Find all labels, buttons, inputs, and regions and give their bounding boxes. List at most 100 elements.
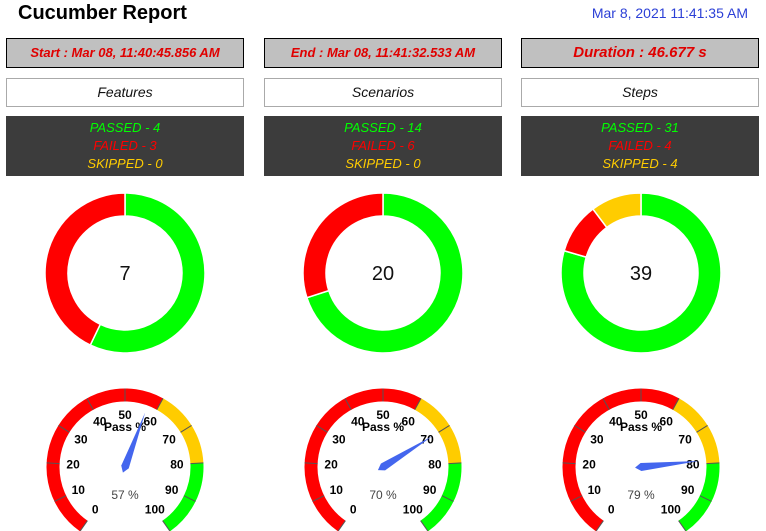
gauge-tick-label: 40 — [351, 415, 365, 429]
gauge-needle — [377, 436, 433, 471]
gauge-tick-mark — [570, 495, 583, 502]
gauge-tick-label: 50 — [634, 408, 648, 422]
gauge-tick-mark — [86, 398, 94, 410]
scenarios-failed: FAILED - 6 — [351, 138, 415, 153]
gauge-tick-mark — [312, 495, 325, 502]
report-timestamp: Mar 8, 2021 11:41:35 AM — [591, 5, 748, 21]
report-title: Cucumber Report — [18, 2, 187, 24]
features-total: 7 — [119, 263, 130, 285]
gauge-tick-label: 60 — [402, 415, 416, 429]
steps-label: Steps — [521, 78, 759, 107]
gauge-tick-label: 20 — [66, 457, 80, 471]
gauge-tick-label: 70 — [162, 432, 176, 446]
gauge-tick-mark — [337, 520, 346, 531]
gauge-tick-mark — [304, 462, 318, 465]
gauge-tick-mark — [183, 495, 196, 502]
steps-pass-gauge: 0 10 20 30 40 50 60 70 80 90 100 Pass % 79 % — [558, 383, 724, 531]
start-time: Start : Mar 08, 11:40:45.856 AM — [6, 38, 244, 68]
gauge-tick-mark — [448, 462, 462, 465]
gauge-tick-mark — [180, 424, 192, 433]
donut-segment-passed[interactable] — [560, 192, 722, 354]
gauge-tick-mark — [699, 495, 712, 502]
gauge-tick-mark — [602, 398, 610, 410]
gauge-tick-label: 90 — [423, 483, 437, 497]
features-pass-value: 57 % — [111, 488, 139, 502]
gauge-tick-mark — [706, 462, 720, 465]
gauge-tick-label: 40 — [93, 415, 107, 429]
gauge-tick-label: 0 — [350, 503, 357, 517]
steps-pass-value: 79 % — [627, 488, 655, 502]
steps-failed: FAILED - 4 — [608, 138, 672, 153]
gauge-tick-mark — [441, 495, 454, 502]
donut-segment-passed[interactable] — [305, 192, 464, 354]
gauge-tick-label: 100 — [145, 503, 165, 517]
gauge-tick-mark — [562, 462, 576, 465]
gauge-tick-label: 30 — [332, 432, 346, 446]
donut-segment-failed[interactable] — [302, 192, 384, 299]
gauge-tick-label: 50 — [376, 408, 390, 422]
gauge-tick-label: 50 — [118, 408, 132, 422]
scenarios-total: 20 — [372, 263, 394, 285]
features-donut-chart[interactable]: 7 — [42, 190, 208, 356]
gauge-tick-label: 30 — [74, 432, 88, 446]
gauge-tick-label: 40 — [609, 415, 623, 429]
gauge-tick-label: 80 — [170, 457, 184, 471]
steps-pass-label: Pass % — [620, 420, 662, 434]
gauge-needle — [635, 461, 699, 471]
gauge-tick-label: 0 — [92, 503, 99, 517]
gauge-tick-mark — [316, 424, 328, 433]
steps-column: Duration : 46.677 s Steps PASSED - 31 FA… — [521, 38, 759, 176]
donut-segment-skipped[interactable] — [591, 192, 642, 229]
gauge-tick-label: 80 — [428, 457, 442, 471]
gauge-tick-mark — [678, 520, 687, 531]
gauge-tick-label: 30 — [590, 432, 604, 446]
gauge-tick-label: 10 — [330, 483, 344, 497]
gauge-tick-label: 90 — [681, 483, 695, 497]
gauge-tick-mark — [344, 398, 352, 410]
features-failed: FAILED - 3 — [93, 138, 157, 153]
scenarios-column: End : Mar 08, 11:41:32.533 AM Scenarios … — [264, 38, 502, 176]
scenarios-label: Scenarios — [264, 78, 502, 107]
gauge-tick-mark — [79, 520, 88, 531]
gauge-tick-label: 100 — [661, 503, 681, 517]
features-label: Features — [6, 78, 244, 107]
gauge-tick-label: 20 — [582, 457, 596, 471]
gauge-tick-label: 80 — [686, 457, 700, 471]
gauge-tick-mark — [190, 462, 204, 465]
gauge-tick-mark — [58, 424, 70, 433]
gauge-tick-label: 60 — [144, 415, 158, 429]
gauge-tick-mark — [574, 424, 586, 433]
gauge-tick-label: 90 — [165, 483, 179, 497]
gauge-tick-label: 0 — [608, 503, 615, 517]
scenarios-stats: PASSED - 14 FAILED - 6 SKIPPED - 0 — [264, 116, 502, 176]
features-pass-label: Pass % — [104, 420, 146, 434]
gauge-tick-mark — [46, 462, 60, 465]
steps-stats: PASSED - 31 FAILED - 4 SKIPPED - 4 — [521, 116, 759, 176]
features-passed: PASSED - 4 — [89, 120, 161, 135]
scenarios-donut-chart[interactable]: 20 — [300, 190, 466, 356]
gauge-tick-mark — [696, 424, 708, 433]
donut-segment-failed[interactable] — [44, 192, 126, 347]
gauge-tick-mark — [595, 520, 604, 531]
donut-segment-passed[interactable] — [89, 192, 206, 354]
steps-donut-chart[interactable]: 39 — [558, 190, 724, 356]
features-pass-gauge: 0 10 20 30 40 50 60 70 80 90 100 Pass % 57 % — [42, 383, 208, 531]
duration: Duration : 46.677 s — [521, 38, 759, 68]
gauge-tick-mark — [672, 398, 680, 410]
end-time: End : Mar 08, 11:41:32.533 AM — [264, 38, 502, 68]
gauge-tick-mark — [156, 398, 164, 410]
gauge-tick-label: 60 — [660, 415, 674, 429]
gauge-tick-mark — [414, 398, 422, 410]
steps-skipped: SKIPPED - 4 — [602, 156, 678, 171]
gauge-tick-label: 70 — [678, 432, 692, 446]
features-stats: PASSED - 4 FAILED - 3 SKIPPED - 0 — [6, 116, 244, 176]
scenarios-skipped: SKIPPED - 0 — [345, 156, 421, 171]
gauge-tick-label: 20 — [324, 457, 338, 471]
gauge-tick-mark — [438, 424, 450, 433]
steps-passed: PASSED - 31 — [601, 120, 679, 135]
steps-total: 39 — [630, 263, 652, 285]
gauge-tick-label: 10 — [588, 483, 602, 497]
gauge-tick-mark — [54, 495, 67, 502]
scenarios-pass-label: Pass % — [362, 420, 404, 434]
scenarios-passed: PASSED - 14 — [344, 120, 422, 135]
